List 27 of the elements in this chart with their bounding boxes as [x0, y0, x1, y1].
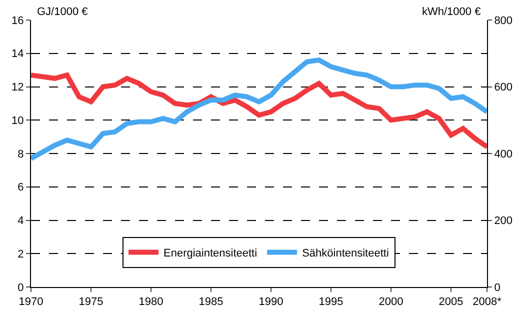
x-tick-label: 2000: [378, 296, 404, 308]
y2-tick-label: 0: [494, 282, 500, 294]
legend-label: Sähköintensiteetti: [302, 248, 389, 260]
x-tick-label: 1990: [258, 296, 284, 308]
y-tick-label: 16: [12, 14, 24, 27]
y2-axis-title: kWh/1000 €: [422, 6, 481, 18]
y2-tick-label: 800: [494, 14, 513, 27]
y-tick-label: 2: [18, 248, 24, 260]
x-tick-label: 1995: [318, 296, 344, 308]
y-tick-label: 14: [12, 48, 24, 60]
x-tick-label: 1985: [198, 296, 224, 308]
x-tick-label: 1970: [18, 296, 44, 308]
y-tick-label: 8: [18, 148, 24, 160]
y2-tick-label: 400: [494, 148, 513, 160]
y-tick-label: 4: [18, 215, 24, 228]
y-tick-label: 6: [18, 182, 24, 194]
x-tick-label: 2005: [438, 296, 464, 308]
x-tick-label: 2008*: [472, 296, 502, 308]
y-tick-label: 12: [12, 82, 24, 94]
y-tick-label: 0: [18, 282, 24, 294]
x-tick-label: 1975: [78, 296, 104, 308]
x-tick-label: 1980: [138, 296, 164, 308]
y2-tick-label: 200: [494, 215, 513, 228]
y-tick-label: 10: [12, 114, 24, 127]
legend-label: Energiaintensiteetti: [164, 248, 258, 260]
y-axis-title: GJ/1000 €: [37, 6, 88, 18]
y2-tick-label: 600: [494, 82, 513, 94]
